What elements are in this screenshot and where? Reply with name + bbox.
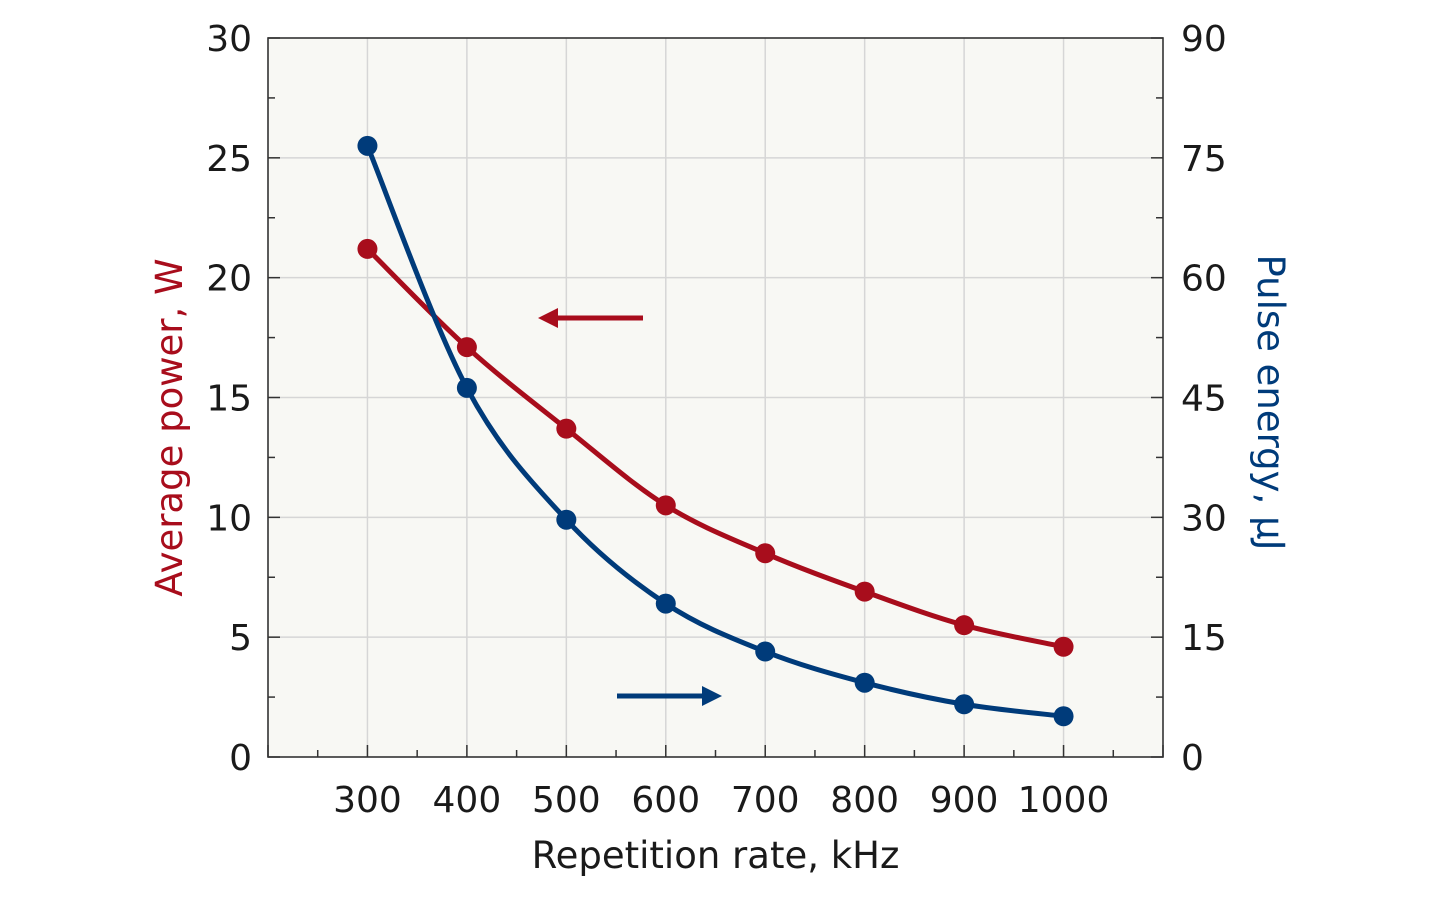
y-left-tick-label: 5 bbox=[229, 618, 252, 659]
x-axis-title: Repetition rate, kHz bbox=[532, 834, 900, 877]
series-right bbox=[357, 135, 1074, 727]
y-left-tick-label: 25 bbox=[206, 139, 252, 180]
data-point-right bbox=[357, 135, 378, 156]
x-tick-label: 300 bbox=[333, 780, 402, 821]
x-tick-label: 900 bbox=[930, 780, 999, 821]
data-point-left bbox=[1053, 636, 1074, 657]
series-layer bbox=[357, 135, 1074, 727]
data-point-left bbox=[556, 418, 577, 439]
y-left-tick-label: 15 bbox=[206, 379, 252, 420]
data-point-left bbox=[755, 543, 776, 564]
x-tick-label: 1000 bbox=[1018, 780, 1110, 821]
y-axis-right-title: Pulse energy, µJ bbox=[1249, 254, 1292, 550]
y-right-tick-label: 75 bbox=[1181, 139, 1227, 180]
series-line-right bbox=[364, 143, 1067, 719]
x-tick-label: 400 bbox=[433, 780, 502, 821]
y-left-tick-label: 20 bbox=[206, 259, 252, 300]
y-left-tick-label: 10 bbox=[206, 498, 252, 539]
x-tick-label: 800 bbox=[830, 780, 899, 821]
x-tick-label: 500 bbox=[532, 780, 601, 821]
x-tick-label: 700 bbox=[731, 780, 800, 821]
arrow-left bbox=[538, 308, 643, 328]
data-point-left bbox=[655, 495, 676, 516]
data-point-right bbox=[854, 672, 875, 693]
arrow-head bbox=[538, 308, 558, 328]
y-right-tick-label: 30 bbox=[1181, 498, 1227, 539]
y-right-tick-label: 15 bbox=[1181, 618, 1227, 659]
data-point-right bbox=[456, 377, 477, 398]
annotations bbox=[538, 308, 722, 706]
data-point-right bbox=[556, 509, 577, 530]
arrow-head bbox=[702, 686, 722, 706]
data-point-right bbox=[954, 694, 975, 715]
y-right-tick-label: 0 bbox=[1181, 738, 1204, 779]
x-tick-label: 600 bbox=[631, 780, 700, 821]
data-point-left bbox=[854, 581, 875, 602]
series-left bbox=[357, 238, 1074, 657]
data-point-right bbox=[755, 641, 776, 662]
data-point-right bbox=[655, 593, 676, 614]
data-point-right bbox=[1053, 706, 1074, 727]
y-left-tick-label: 30 bbox=[206, 19, 252, 60]
y-right-tick-label: 90 bbox=[1181, 19, 1227, 60]
y-left-tick-label: 0 bbox=[229, 738, 252, 779]
y-axis-left-title: Average power, W bbox=[148, 258, 191, 596]
data-point-left bbox=[456, 337, 477, 358]
arrow-right bbox=[617, 686, 722, 706]
y-right-tick-label: 60 bbox=[1181, 259, 1227, 300]
tick-labels: 300 400 500 600 700 800 900 1000051015202530015… bbox=[206, 19, 1227, 821]
data-point-left bbox=[357, 238, 378, 259]
data-point-left bbox=[954, 615, 975, 636]
plot-frame bbox=[267, 37, 1164, 758]
y-right-tick-label: 45 bbox=[1181, 379, 1227, 420]
